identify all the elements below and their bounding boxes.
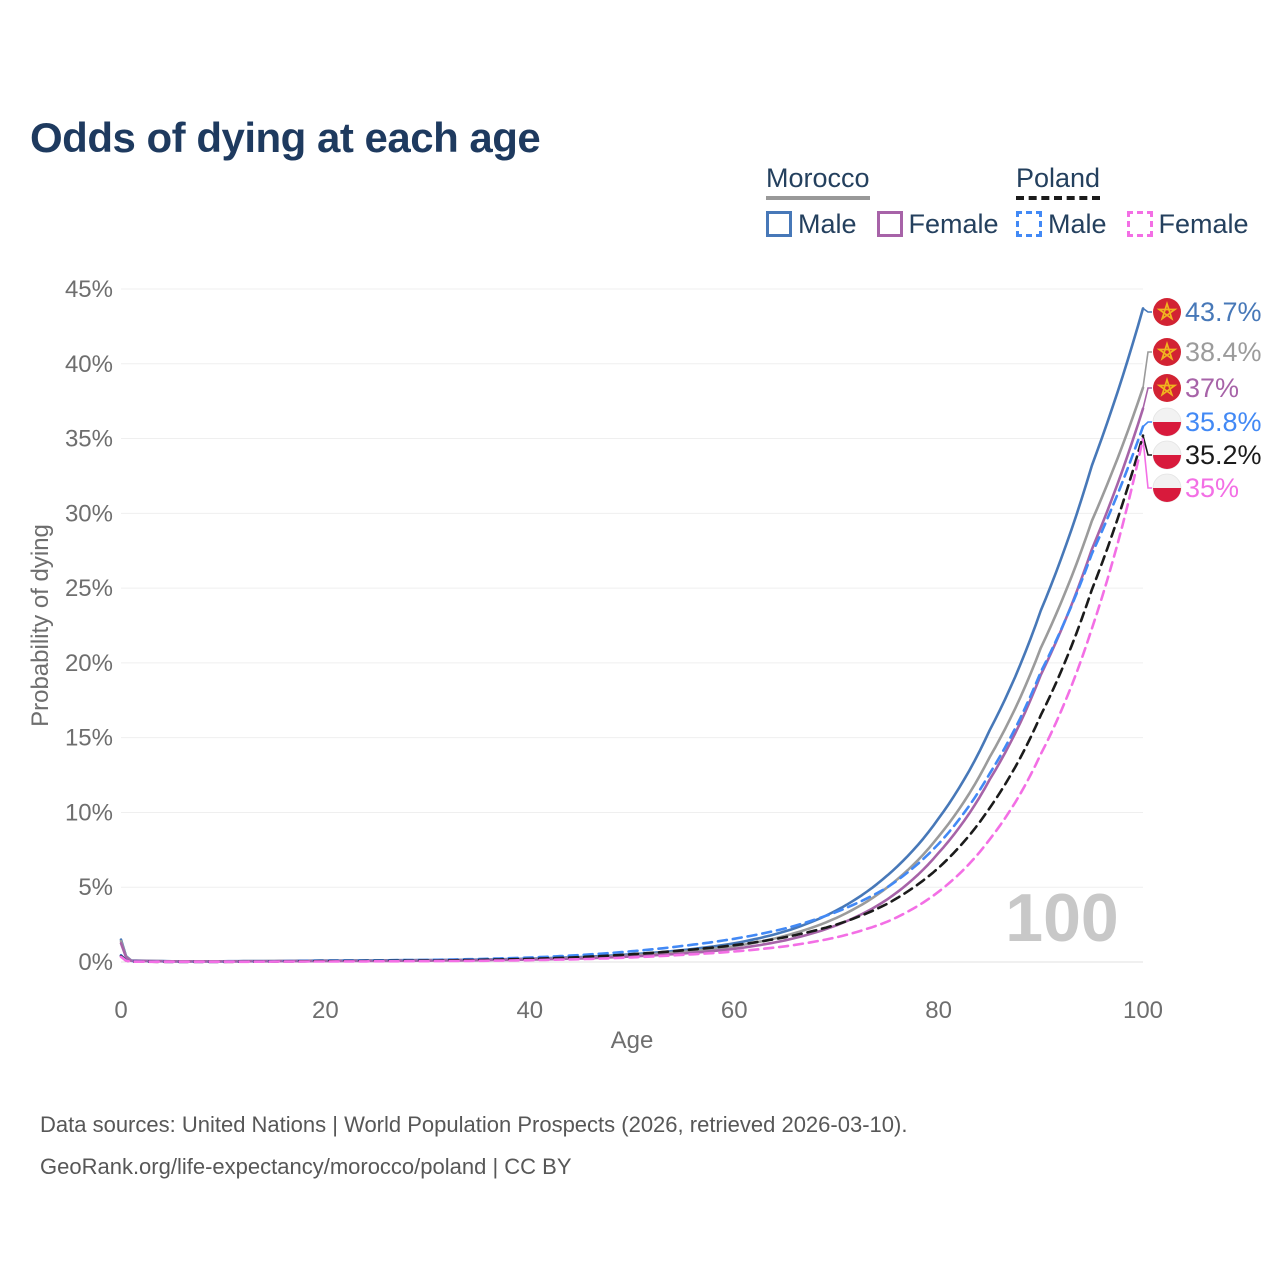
legend-items-poland: Male Female	[1016, 209, 1249, 239]
legend-item-poland-female[interactable]: Female	[1126, 209, 1249, 239]
legend-items-morocco: Male Female	[766, 209, 999, 239]
y-tick-label: 15%	[65, 725, 113, 752]
end-value-label: 37%	[1185, 373, 1239, 403]
morocco-female-swatch-icon	[876, 211, 903, 237]
poland-male-swatch-icon	[1016, 211, 1042, 237]
morocco-flag-icon	[1153, 374, 1181, 402]
y-tick-label: 35%	[65, 426, 113, 453]
legend-group-poland: Poland Male Female	[1016, 163, 1249, 239]
end-value-label: 43.7%	[1185, 297, 1262, 327]
morocco-flag-icon	[1153, 338, 1181, 366]
poland-flag-icon	[1152, 440, 1182, 470]
poland-female-swatch-icon	[1126, 211, 1153, 237]
x-tick-label: 20	[312, 997, 339, 1024]
legend-group-morocco: Morocco Male Female	[766, 163, 999, 239]
x-tick-label: 80	[925, 997, 952, 1024]
end-label-leader-line	[1142, 387, 1152, 409]
data-sources-text: Data sources: United Nations | World Pop…	[40, 1112, 908, 1137]
y-tick-label: 0%	[78, 949, 113, 976]
poland-flag-icon	[1152, 407, 1182, 437]
end-value-label: 35%	[1185, 473, 1239, 503]
end-value-label: 35.2%	[1185, 440, 1262, 470]
y-tick-label: 20%	[65, 650, 113, 677]
morocco-male-swatch-icon	[766, 211, 792, 237]
morocco-flag-icon	[1153, 298, 1181, 326]
y-tick-label: 25%	[65, 575, 113, 602]
end-label-leader-line	[1142, 307, 1152, 313]
x-tick-label: 0	[114, 997, 127, 1024]
y-tick-label: 10%	[65, 799, 113, 826]
y-tick-label: 30%	[65, 500, 113, 527]
end-label-leader-line	[1142, 438, 1152, 489]
series-line-poland-male[interactable]	[119, 425, 1145, 964]
legend-country-poland: Poland	[1016, 163, 1101, 200]
legend-item-morocco-female[interactable]: Female	[876, 209, 999, 239]
end-value-label: 35.8%	[1185, 407, 1262, 437]
poland-flag-icon	[1152, 473, 1182, 503]
chart-footer: Data sources: United Nations | World Pop…	[40, 1104, 907, 1188]
legend-item-poland-male[interactable]: Male	[1016, 209, 1107, 239]
y-tick-label: 40%	[65, 351, 113, 378]
x-tick-label: 40	[516, 997, 543, 1024]
series-line-morocco-female[interactable]	[119, 407, 1145, 963]
end-label-leader-line	[1142, 351, 1152, 388]
legend-item-label: Male	[1048, 209, 1107, 239]
legend-item-label: Male	[798, 209, 857, 239]
y-axis-title: Probability of dying	[27, 524, 54, 727]
legend-item-morocco-male[interactable]: Male	[766, 209, 857, 239]
end-label-leader-line	[1142, 421, 1152, 428]
legend-country-morocco: Morocco	[766, 163, 870, 200]
end-value-label: 38.4%	[1185, 337, 1262, 367]
series-line-poland-female[interactable]	[119, 437, 1145, 964]
legend-item-label: Female	[1158, 209, 1249, 239]
x-axis-title: Age	[611, 1027, 654, 1054]
x-tick-label: 60	[721, 997, 748, 1024]
end-label-leader-line	[1142, 435, 1152, 456]
series-line-morocco-male[interactable]	[119, 307, 1145, 963]
page-title: Odds of dying at each age	[30, 114, 541, 162]
x-tick-label: 100	[1123, 997, 1163, 1024]
series-line-morocco-both[interactable]	[119, 386, 1145, 963]
series-line-poland-both[interactable]	[119, 434, 1145, 964]
legend-item-label: Female	[908, 209, 999, 239]
y-tick-label: 5%	[78, 874, 113, 901]
watermark-age-100: 100	[1005, 880, 1118, 956]
attribution-text: GeoRank.org/life-expectancy/morocco/pola…	[40, 1154, 572, 1179]
y-tick-label: 45%	[65, 276, 113, 303]
odds-of-dying-chart: 0% 5% 10% 15% 20% 25% 30% 35% 40% 45% 0 20 40 60 80 100…	[27, 276, 1262, 1054]
